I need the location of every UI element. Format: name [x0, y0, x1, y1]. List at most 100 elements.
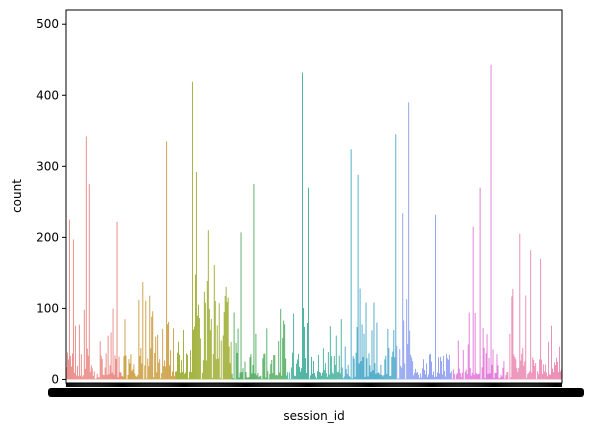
bar	[270, 364, 272, 380]
y-tick-label: 200	[36, 230, 59, 244]
bar	[219, 378, 221, 380]
bar	[129, 363, 131, 380]
bar	[167, 324, 169, 380]
bar	[103, 375, 105, 380]
bar	[392, 351, 394, 380]
bar	[198, 318, 200, 380]
bar	[478, 373, 480, 380]
bar	[349, 377, 351, 380]
bar	[340, 319, 342, 380]
bar	[95, 378, 97, 380]
bar	[356, 326, 358, 380]
bar	[466, 374, 468, 380]
bar	[305, 357, 306, 380]
bar	[239, 372, 241, 380]
bar	[287, 372, 289, 380]
bar	[506, 371, 508, 380]
bar	[148, 366, 150, 380]
bar	[341, 367, 343, 380]
bar	[425, 374, 426, 380]
bar	[278, 341, 280, 380]
bar	[334, 364, 336, 380]
bar	[552, 368, 553, 380]
bar	[117, 377, 119, 380]
bar	[413, 375, 415, 380]
bar	[97, 377, 99, 380]
bar	[92, 376, 94, 380]
bar	[342, 378, 344, 380]
bar	[172, 371, 174, 380]
bar	[190, 372, 192, 380]
bar	[407, 344, 409, 380]
bar	[385, 355, 387, 380]
bar	[166, 141, 168, 380]
bar	[257, 372, 259, 380]
bar	[427, 377, 428, 380]
bar	[529, 371, 531, 380]
bar	[127, 374, 129, 380]
bar	[517, 372, 519, 380]
bar	[293, 313, 295, 380]
plot-frame	[65, 9, 563, 384]
bar	[543, 364, 545, 380]
bar	[405, 379, 407, 380]
bar	[163, 365, 165, 380]
bar	[475, 373, 477, 380]
bar	[477, 373, 479, 380]
bar	[541, 359, 543, 380]
bar	[559, 346, 560, 380]
bar	[527, 374, 529, 380]
bar	[329, 326, 331, 380]
bar	[514, 357, 516, 380]
bar	[173, 328, 175, 380]
bar	[181, 360, 182, 380]
y-axis-ticks: 0 100 200 300 400 500	[36, 17, 66, 386]
bar	[469, 367, 471, 380]
bar	[112, 308, 114, 380]
bar	[510, 377, 512, 380]
bar	[421, 377, 423, 380]
bar	[241, 372, 243, 380]
bar	[189, 371, 190, 380]
bar	[133, 364, 135, 380]
bar	[264, 353, 266, 380]
bar	[314, 373, 315, 380]
bar	[170, 350, 172, 380]
bar	[540, 258, 542, 380]
bar	[160, 378, 162, 380]
bar	[512, 288, 514, 380]
bar	[345, 368, 347, 380]
bar	[376, 322, 378, 380]
bar	[515, 359, 517, 380]
bar	[420, 373, 422, 380]
bar	[71, 353, 73, 380]
bar	[434, 377, 435, 380]
bar	[70, 366, 72, 380]
bar	[464, 371, 466, 380]
bar	[556, 357, 557, 380]
bar	[441, 374, 443, 380]
bar	[452, 369, 454, 380]
bar	[155, 336, 157, 380]
bar	[545, 364, 547, 380]
bar	[149, 295, 151, 380]
bar	[191, 81, 193, 380]
bar	[276, 374, 278, 380]
y-tick-label: 500	[36, 17, 59, 31]
bar	[526, 377, 528, 380]
bar	[265, 377, 267, 380]
bar	[297, 359, 299, 380]
bar	[486, 334, 488, 380]
bar	[360, 361, 362, 380]
bar	[404, 363, 406, 380]
bar	[458, 368, 460, 380]
bar	[123, 356, 125, 380]
bar	[134, 373, 136, 380]
bar	[528, 372, 530, 380]
bar	[430, 353, 431, 380]
bar	[538, 374, 540, 380]
bar	[446, 358, 448, 380]
bar	[192, 329, 194, 380]
bar	[309, 378, 310, 380]
bar	[502, 367, 504, 380]
